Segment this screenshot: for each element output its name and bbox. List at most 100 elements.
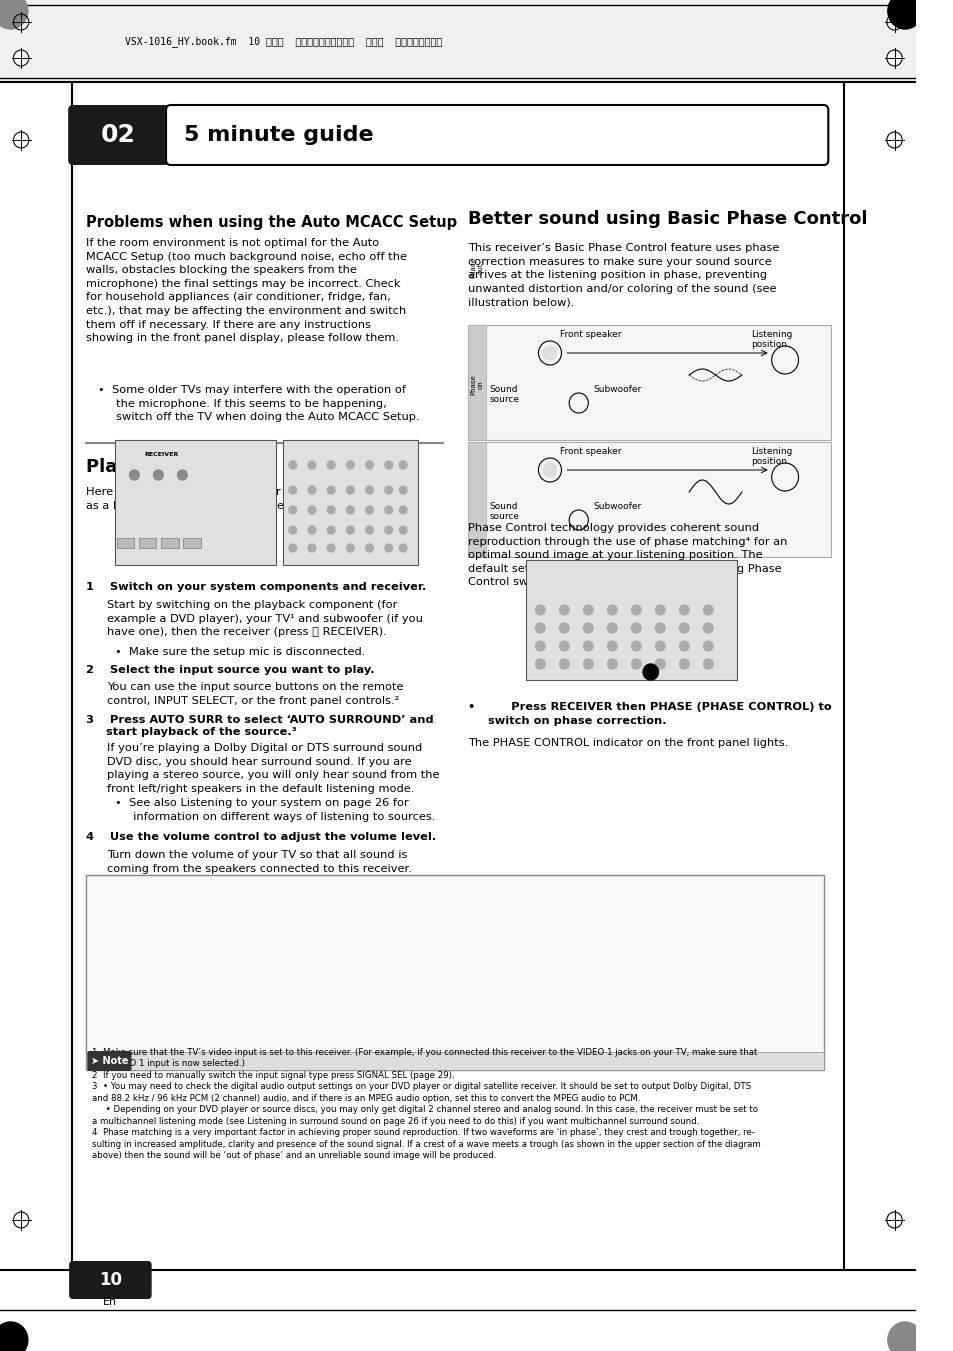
Circle shape [289, 507, 296, 513]
Circle shape [399, 461, 407, 469]
Text: •         Press RECEIVER then PHASE (PHASE CONTROL) to
     switch on phase corr: • Press RECEIVER then PHASE (PHASE CONTR… [468, 703, 831, 725]
Text: Playing a source: Playing a source [87, 458, 253, 476]
Circle shape [13, 14, 29, 30]
Circle shape [887, 1323, 922, 1351]
Bar [115, 440, 276, 565]
Circle shape [583, 659, 593, 669]
Text: ➤ Note: ➤ Note [91, 1056, 128, 1066]
Circle shape [542, 346, 557, 359]
Text: If you’re playing a Dolby Digital or DTS surround sound
DVD disc, you should hea: If you’re playing a Dolby Digital or DTS… [108, 743, 439, 794]
Circle shape [399, 507, 407, 513]
Circle shape [308, 544, 315, 553]
Circle shape [384, 461, 392, 469]
Bar [525, 561, 737, 680]
Circle shape [308, 526, 315, 534]
Bar [468, 442, 485, 557]
Bar [283, 440, 417, 565]
Circle shape [308, 486, 315, 494]
Circle shape [559, 605, 569, 615]
Circle shape [655, 640, 664, 651]
Circle shape [559, 640, 569, 651]
Circle shape [346, 486, 354, 494]
Circle shape [399, 486, 407, 494]
Text: •  Make sure the setup mic is disconnected.: • Make sure the setup mic is disconnecte… [115, 647, 365, 657]
Circle shape [365, 526, 373, 534]
Bar [161, 538, 178, 549]
Circle shape [384, 486, 392, 494]
Circle shape [327, 526, 335, 534]
Circle shape [177, 470, 187, 480]
Circle shape [365, 544, 373, 553]
Text: Listening
position: Listening position [751, 447, 792, 466]
FancyBboxPatch shape [69, 1260, 152, 1300]
Bar [139, 538, 156, 549]
Circle shape [631, 659, 640, 669]
Text: 4    Use the volume control to adjust the volume level.: 4 Use the volume control to adjust the v… [87, 832, 436, 842]
Circle shape [365, 461, 373, 469]
Circle shape [308, 461, 315, 469]
Text: The PHASE CONTROL indicator on the front panel lights.: The PHASE CONTROL indicator on the front… [468, 738, 788, 748]
Circle shape [679, 605, 688, 615]
Text: Sound
source: Sound source [489, 385, 519, 404]
Text: •  See also Listening to your system on page 26 for
     information on differen: • See also Listening to your system on p… [115, 798, 436, 821]
Circle shape [308, 507, 315, 513]
Circle shape [535, 605, 544, 615]
Text: 02: 02 [100, 123, 135, 147]
Text: Listening
position: Listening position [751, 330, 792, 350]
Circle shape [886, 14, 902, 30]
Text: RECEIVER: RECEIVER [144, 453, 178, 458]
Bar [183, 538, 200, 549]
Text: VSX-1016_HY.book.fm  10 ページ  ２００６年２月２４日  金曜日  午前１１時５３分: VSX-1016_HY.book.fm 10 ページ ２００６年２月２４日 金曜… [125, 36, 441, 47]
Bar [468, 326, 485, 440]
Text: Here are the basic instructions for playing a source (such
as a DVD disc) with y: Here are the basic instructions for play… [87, 486, 413, 511]
Bar [468, 326, 830, 440]
Text: Front speaker: Front speaker [559, 447, 620, 457]
Circle shape [607, 659, 617, 669]
Circle shape [535, 659, 544, 669]
Circle shape [384, 544, 392, 553]
Text: 1  Make sure that the TV’s video input is set to this receiver. (For example, if: 1 Make sure that the TV’s video input is… [92, 1048, 760, 1161]
Bar [0, 0, 915, 80]
Text: 1    Switch on your system components and receiver.: 1 Switch on your system components and r… [87, 582, 426, 592]
Circle shape [655, 659, 664, 669]
Circle shape [631, 640, 640, 651]
FancyBboxPatch shape [88, 1051, 132, 1071]
Bar [87, 875, 822, 1070]
Bar [468, 442, 830, 557]
Text: 5 minute guide: 5 minute guide [184, 126, 374, 145]
Circle shape [559, 623, 569, 634]
Circle shape [702, 623, 713, 634]
Circle shape [289, 461, 296, 469]
Circle shape [542, 463, 557, 477]
Circle shape [365, 507, 373, 513]
Circle shape [679, 659, 688, 669]
Circle shape [289, 526, 296, 534]
Text: Start by switching on the playback component (for
example a DVD player), your TV: Start by switching on the playback compo… [108, 600, 423, 638]
Circle shape [384, 526, 392, 534]
Text: Phase Control technology provides coherent sound
reproduction through the use of: Phase Control technology provides cohere… [468, 523, 787, 588]
Circle shape [130, 470, 139, 480]
Circle shape [607, 623, 617, 634]
Circle shape [631, 605, 640, 615]
Circle shape [535, 640, 544, 651]
Circle shape [535, 623, 544, 634]
Circle shape [679, 640, 688, 651]
Circle shape [346, 507, 354, 513]
Circle shape [13, 50, 29, 66]
Text: This receiver’s Basic Phase Control feature uses phase
correction measures to ma: This receiver’s Basic Phase Control feat… [468, 243, 779, 308]
Circle shape [346, 544, 354, 553]
Text: Subwoofer: Subwoofer [593, 503, 640, 511]
Bar [87, 1052, 822, 1070]
Text: En: En [103, 1297, 117, 1306]
Circle shape [679, 623, 688, 634]
Circle shape [289, 544, 296, 553]
Text: Front speaker: Front speaker [559, 330, 620, 339]
Text: 2    Select the input source you want to play.: 2 Select the input source you want to pl… [87, 665, 375, 676]
Circle shape [702, 605, 713, 615]
Circle shape [399, 526, 407, 534]
Circle shape [399, 544, 407, 553]
Circle shape [327, 544, 335, 553]
Circle shape [583, 640, 593, 651]
Text: 10: 10 [99, 1271, 122, 1289]
Circle shape [0, 1323, 28, 1351]
